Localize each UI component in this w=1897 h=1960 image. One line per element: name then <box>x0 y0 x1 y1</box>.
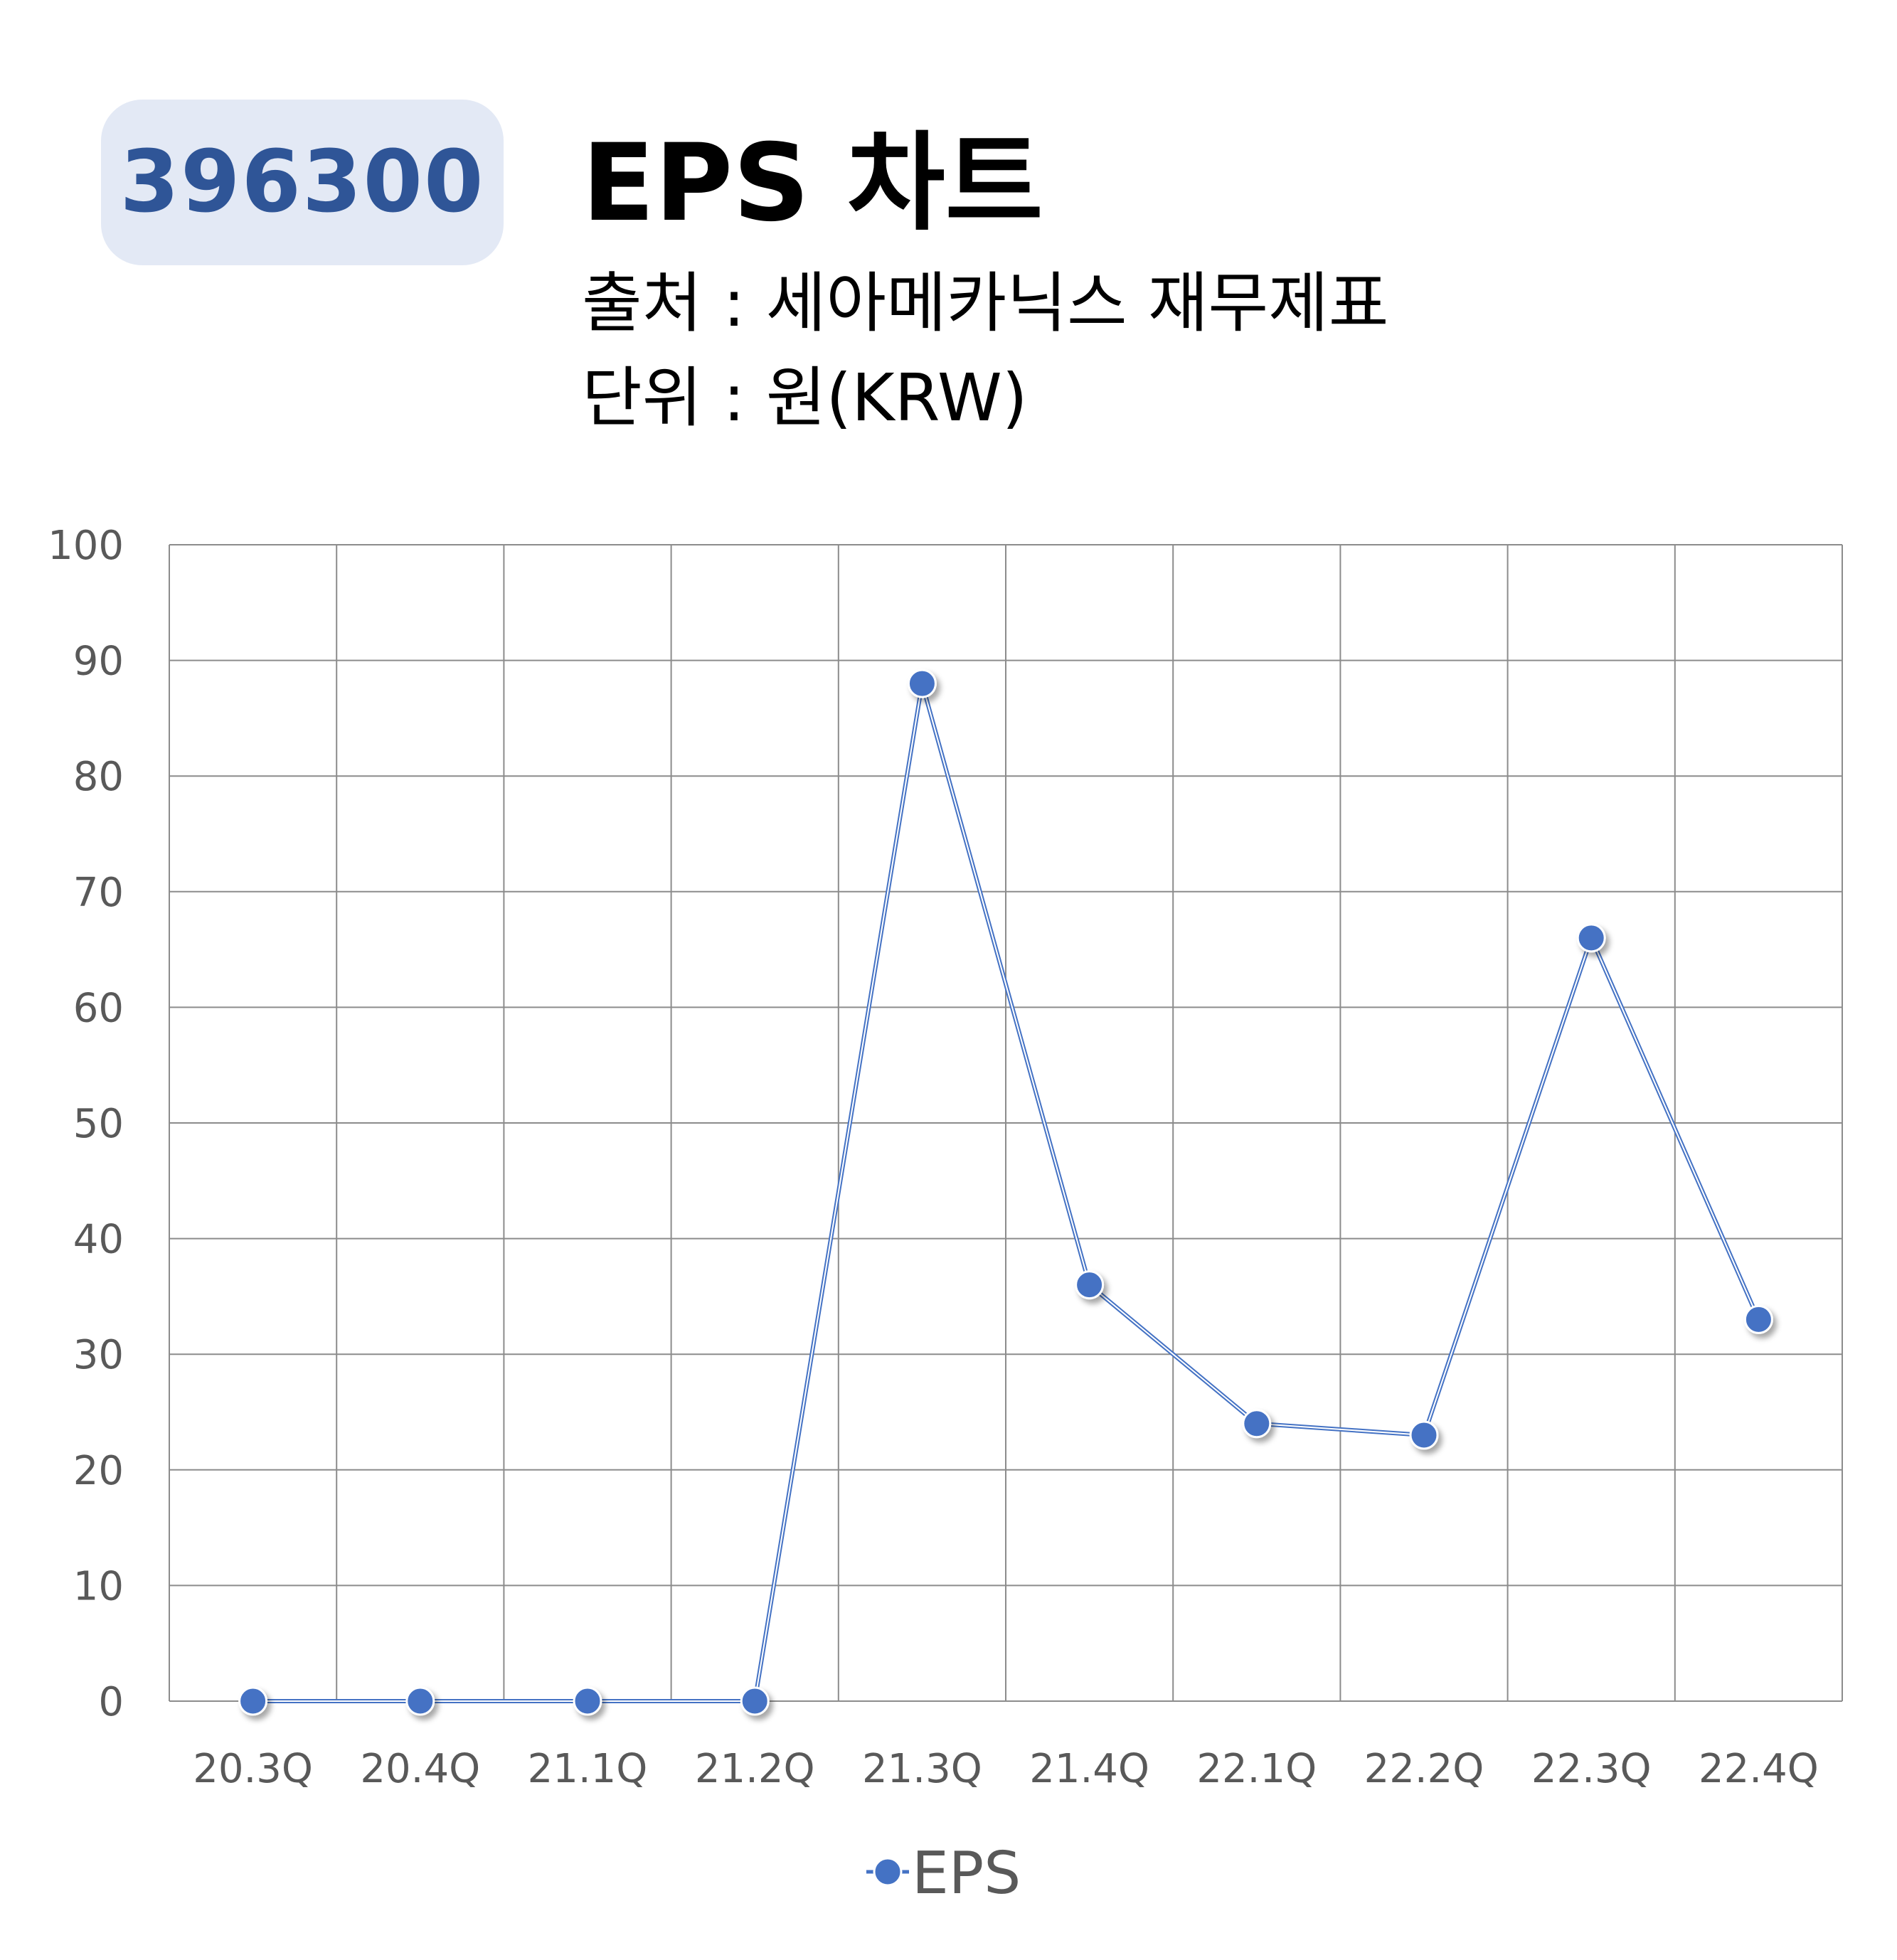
data-point <box>1409 1420 1439 1450</box>
legend: EPS <box>866 1840 1021 1907</box>
x-tick-label: 22.2Q <box>1364 1746 1484 1792</box>
y-axis: 0 10 20 30 40 50 60 70 80 90 100 <box>48 523 124 1725</box>
x-tick-label: 22.4Q <box>1699 1746 1819 1792</box>
ticker-code: 396300 <box>119 133 485 232</box>
series-eps <box>238 669 1773 1716</box>
y-tick-label: 80 <box>73 754 124 800</box>
source-label: 출처 : 세아메카닉스 재무제표 <box>582 265 1389 341</box>
y-tick-label: 10 <box>73 1563 124 1609</box>
ticker-badge: 396300 <box>101 100 504 265</box>
y-tick-label: 30 <box>73 1332 124 1378</box>
legend-label: EPS <box>912 1840 1021 1907</box>
data-point <box>1576 923 1606 953</box>
data-point <box>740 1686 770 1716</box>
data-point <box>1075 1270 1105 1300</box>
y-tick-label: 60 <box>73 985 124 1031</box>
x-tick-label: 22.1Q <box>1196 1746 1317 1792</box>
x-axis: 20.3Q 20.4Q 21.1Q 21.2Q 21.3Q 21.4Q 22.1Q 22.2Q… <box>193 1746 1819 1792</box>
x-tick-label: 20.4Q <box>360 1746 480 1792</box>
unit-label: 단위 : 원(KRW) <box>582 360 1028 436</box>
data-point <box>238 1686 268 1716</box>
y-tick-label: 100 <box>48 523 124 569</box>
data-point <box>907 669 937 698</box>
y-tick-label: 40 <box>73 1217 124 1263</box>
x-tick-label: 20.3Q <box>193 1746 313 1792</box>
x-tick-label: 21.4Q <box>1029 1746 1149 1792</box>
series-line-highlight <box>253 683 1760 1702</box>
data-point <box>1242 1409 1272 1439</box>
data-point <box>573 1686 602 1716</box>
y-tick-label: 90 <box>73 639 124 685</box>
y-tick-label: 0 <box>98 1679 124 1725</box>
x-tick-label: 22.3Q <box>1531 1746 1652 1792</box>
data-point <box>405 1686 435 1716</box>
data-point <box>1743 1304 1773 1334</box>
chart-grid <box>169 544 1843 1702</box>
y-tick-label: 70 <box>73 870 124 916</box>
legend-marker <box>873 1857 903 1887</box>
page-title: EPS 차트 <box>582 122 1043 245</box>
y-tick-label: 20 <box>73 1448 124 1494</box>
x-tick-label: 21.1Q <box>528 1746 648 1792</box>
x-tick-label: 21.3Q <box>862 1746 982 1792</box>
y-tick-label: 50 <box>73 1101 124 1147</box>
x-tick-label: 21.2Q <box>695 1746 815 1792</box>
